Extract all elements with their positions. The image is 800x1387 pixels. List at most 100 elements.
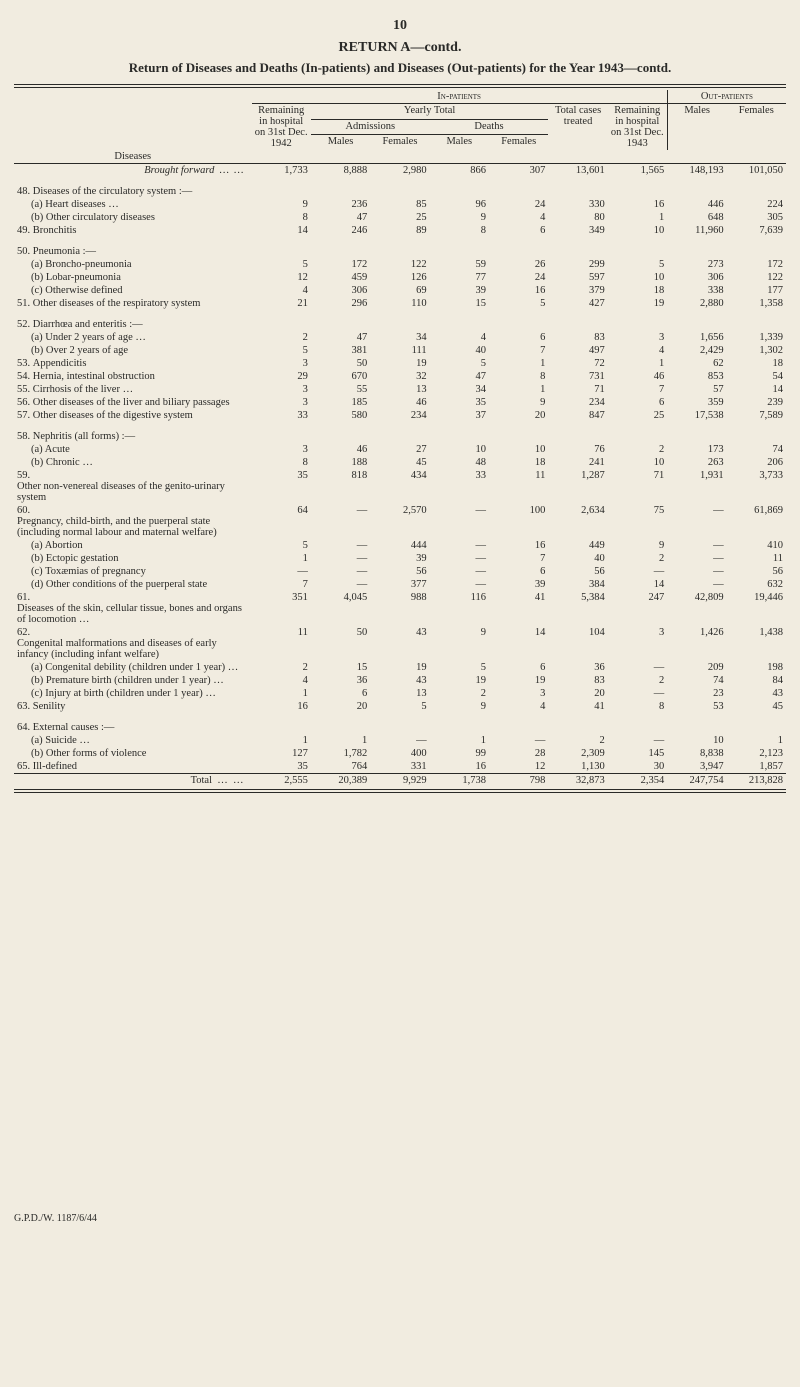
cell [489, 721, 548, 734]
table-row: 49. Bronchitis1424689863491011,9607,639 [14, 224, 786, 237]
cell: 71 [608, 469, 667, 504]
cell [311, 245, 370, 258]
table-row: 56. Other diseases of the liver and bili… [14, 396, 786, 409]
cell: 11 [252, 626, 311, 661]
hdr-admissions: Admissions [311, 119, 430, 135]
cell: 8 [252, 211, 311, 224]
table-row: (b) Chronic …818845481824110263206 [14, 456, 786, 469]
cell: 40 [548, 552, 607, 565]
cell: 299 [548, 258, 607, 271]
row-number: 63. [17, 701, 30, 712]
table-row: (a) Under 2 years of age …24734468331,65… [14, 331, 786, 344]
cell: 1,782 [311, 747, 370, 760]
cell: 16 [489, 539, 548, 552]
cell: 33 [430, 469, 489, 504]
cell: 2,880 [667, 297, 726, 310]
cell: 459 [311, 271, 370, 284]
cell: 3 [489, 687, 548, 700]
cell: 847 [548, 409, 607, 422]
cell: 1,287 [548, 469, 607, 504]
cell: 580 [311, 409, 370, 422]
cell: 4 [252, 674, 311, 687]
cell: 19 [608, 297, 667, 310]
cell: 307 [489, 164, 548, 178]
disease-cell: (a) Broncho-pneumonia [14, 258, 252, 271]
cell: 17,538 [667, 409, 726, 422]
cell: 24 [489, 198, 548, 211]
cell: 853 [667, 370, 726, 383]
cell: 72 [548, 357, 607, 370]
hdr-dth-females: Females [489, 135, 548, 150]
table-body: Brought forward … …1,7338,8882,980866307… [14, 164, 786, 788]
cell: 172 [727, 258, 786, 271]
cell: 1 [252, 734, 311, 747]
cell: 1,857 [727, 760, 786, 774]
table-header: In-patients Out-patients Remaining in ho… [14, 90, 786, 164]
hdr-deaths: Deaths [430, 119, 549, 135]
cell: 209 [667, 661, 726, 674]
cell: 497 [548, 344, 607, 357]
table-row: (c) Injury at birth (children under 1 ye… [14, 687, 786, 700]
cell: 349 [548, 224, 607, 237]
cell [727, 721, 786, 734]
cell: 234 [548, 396, 607, 409]
cell: 173 [667, 443, 726, 456]
cell: 866 [430, 164, 489, 178]
cell: 39 [489, 578, 548, 591]
cell [727, 318, 786, 331]
cell: 74 [727, 443, 786, 456]
cell: 2,555 [252, 774, 311, 788]
cell: 122 [370, 258, 429, 271]
cell: 377 [370, 578, 429, 591]
disease-cell: (c) Injury at birth (children under 1 ye… [14, 687, 252, 700]
cell: 6 [489, 331, 548, 344]
cell: 20,389 [311, 774, 370, 788]
cell: 122 [727, 271, 786, 284]
total-label: Total … … [14, 774, 252, 788]
return-title: RETURN A—contd. [14, 40, 786, 56]
cell: 5 [608, 258, 667, 271]
cell: 1 [252, 552, 311, 565]
cell [548, 245, 607, 258]
cell: 14 [608, 578, 667, 591]
hdr-remaining-1943: Remaining in hospital on 31st Dec. 1943 [608, 104, 667, 151]
hdr-dth-males: Males [430, 135, 489, 150]
cell: 42,809 [667, 591, 726, 626]
cell: 236 [311, 198, 370, 211]
cell: 1 [311, 734, 370, 747]
cell: 213,828 [727, 774, 786, 788]
cell: 80 [548, 211, 607, 224]
cell: 48 [430, 456, 489, 469]
cell: 198 [727, 661, 786, 674]
cell: 2,309 [548, 747, 607, 760]
table-row: (a) Abortion5—444—164499—410 [14, 539, 786, 552]
cell [430, 318, 489, 331]
cell: 7 [489, 552, 548, 565]
cell [370, 430, 429, 443]
row-number: 65. [17, 761, 30, 772]
cell: 798 [489, 774, 548, 788]
cell [252, 430, 311, 443]
cell: 9 [608, 539, 667, 552]
disease-cell: 59. Other non-venereal diseases of the g… [14, 469, 252, 504]
cell: 3 [252, 443, 311, 456]
cell: 5 [430, 357, 489, 370]
cell: 126 [370, 271, 429, 284]
cell: 381 [311, 344, 370, 357]
cell [548, 721, 607, 734]
cell: 19,446 [727, 591, 786, 626]
cell: 351 [252, 591, 311, 626]
disease-cell: 55. Cirrhosis of the liver … [14, 383, 252, 396]
cell: 16 [252, 700, 311, 713]
cell: 13 [370, 687, 429, 700]
cell: 10 [608, 456, 667, 469]
cell: 15 [430, 297, 489, 310]
cell: 34 [370, 331, 429, 344]
cell [608, 721, 667, 734]
cell [667, 318, 726, 331]
cell: 427 [548, 297, 607, 310]
cell: 1,339 [727, 331, 786, 344]
cell: — [311, 552, 370, 565]
cell: 7 [252, 578, 311, 591]
cell [311, 430, 370, 443]
